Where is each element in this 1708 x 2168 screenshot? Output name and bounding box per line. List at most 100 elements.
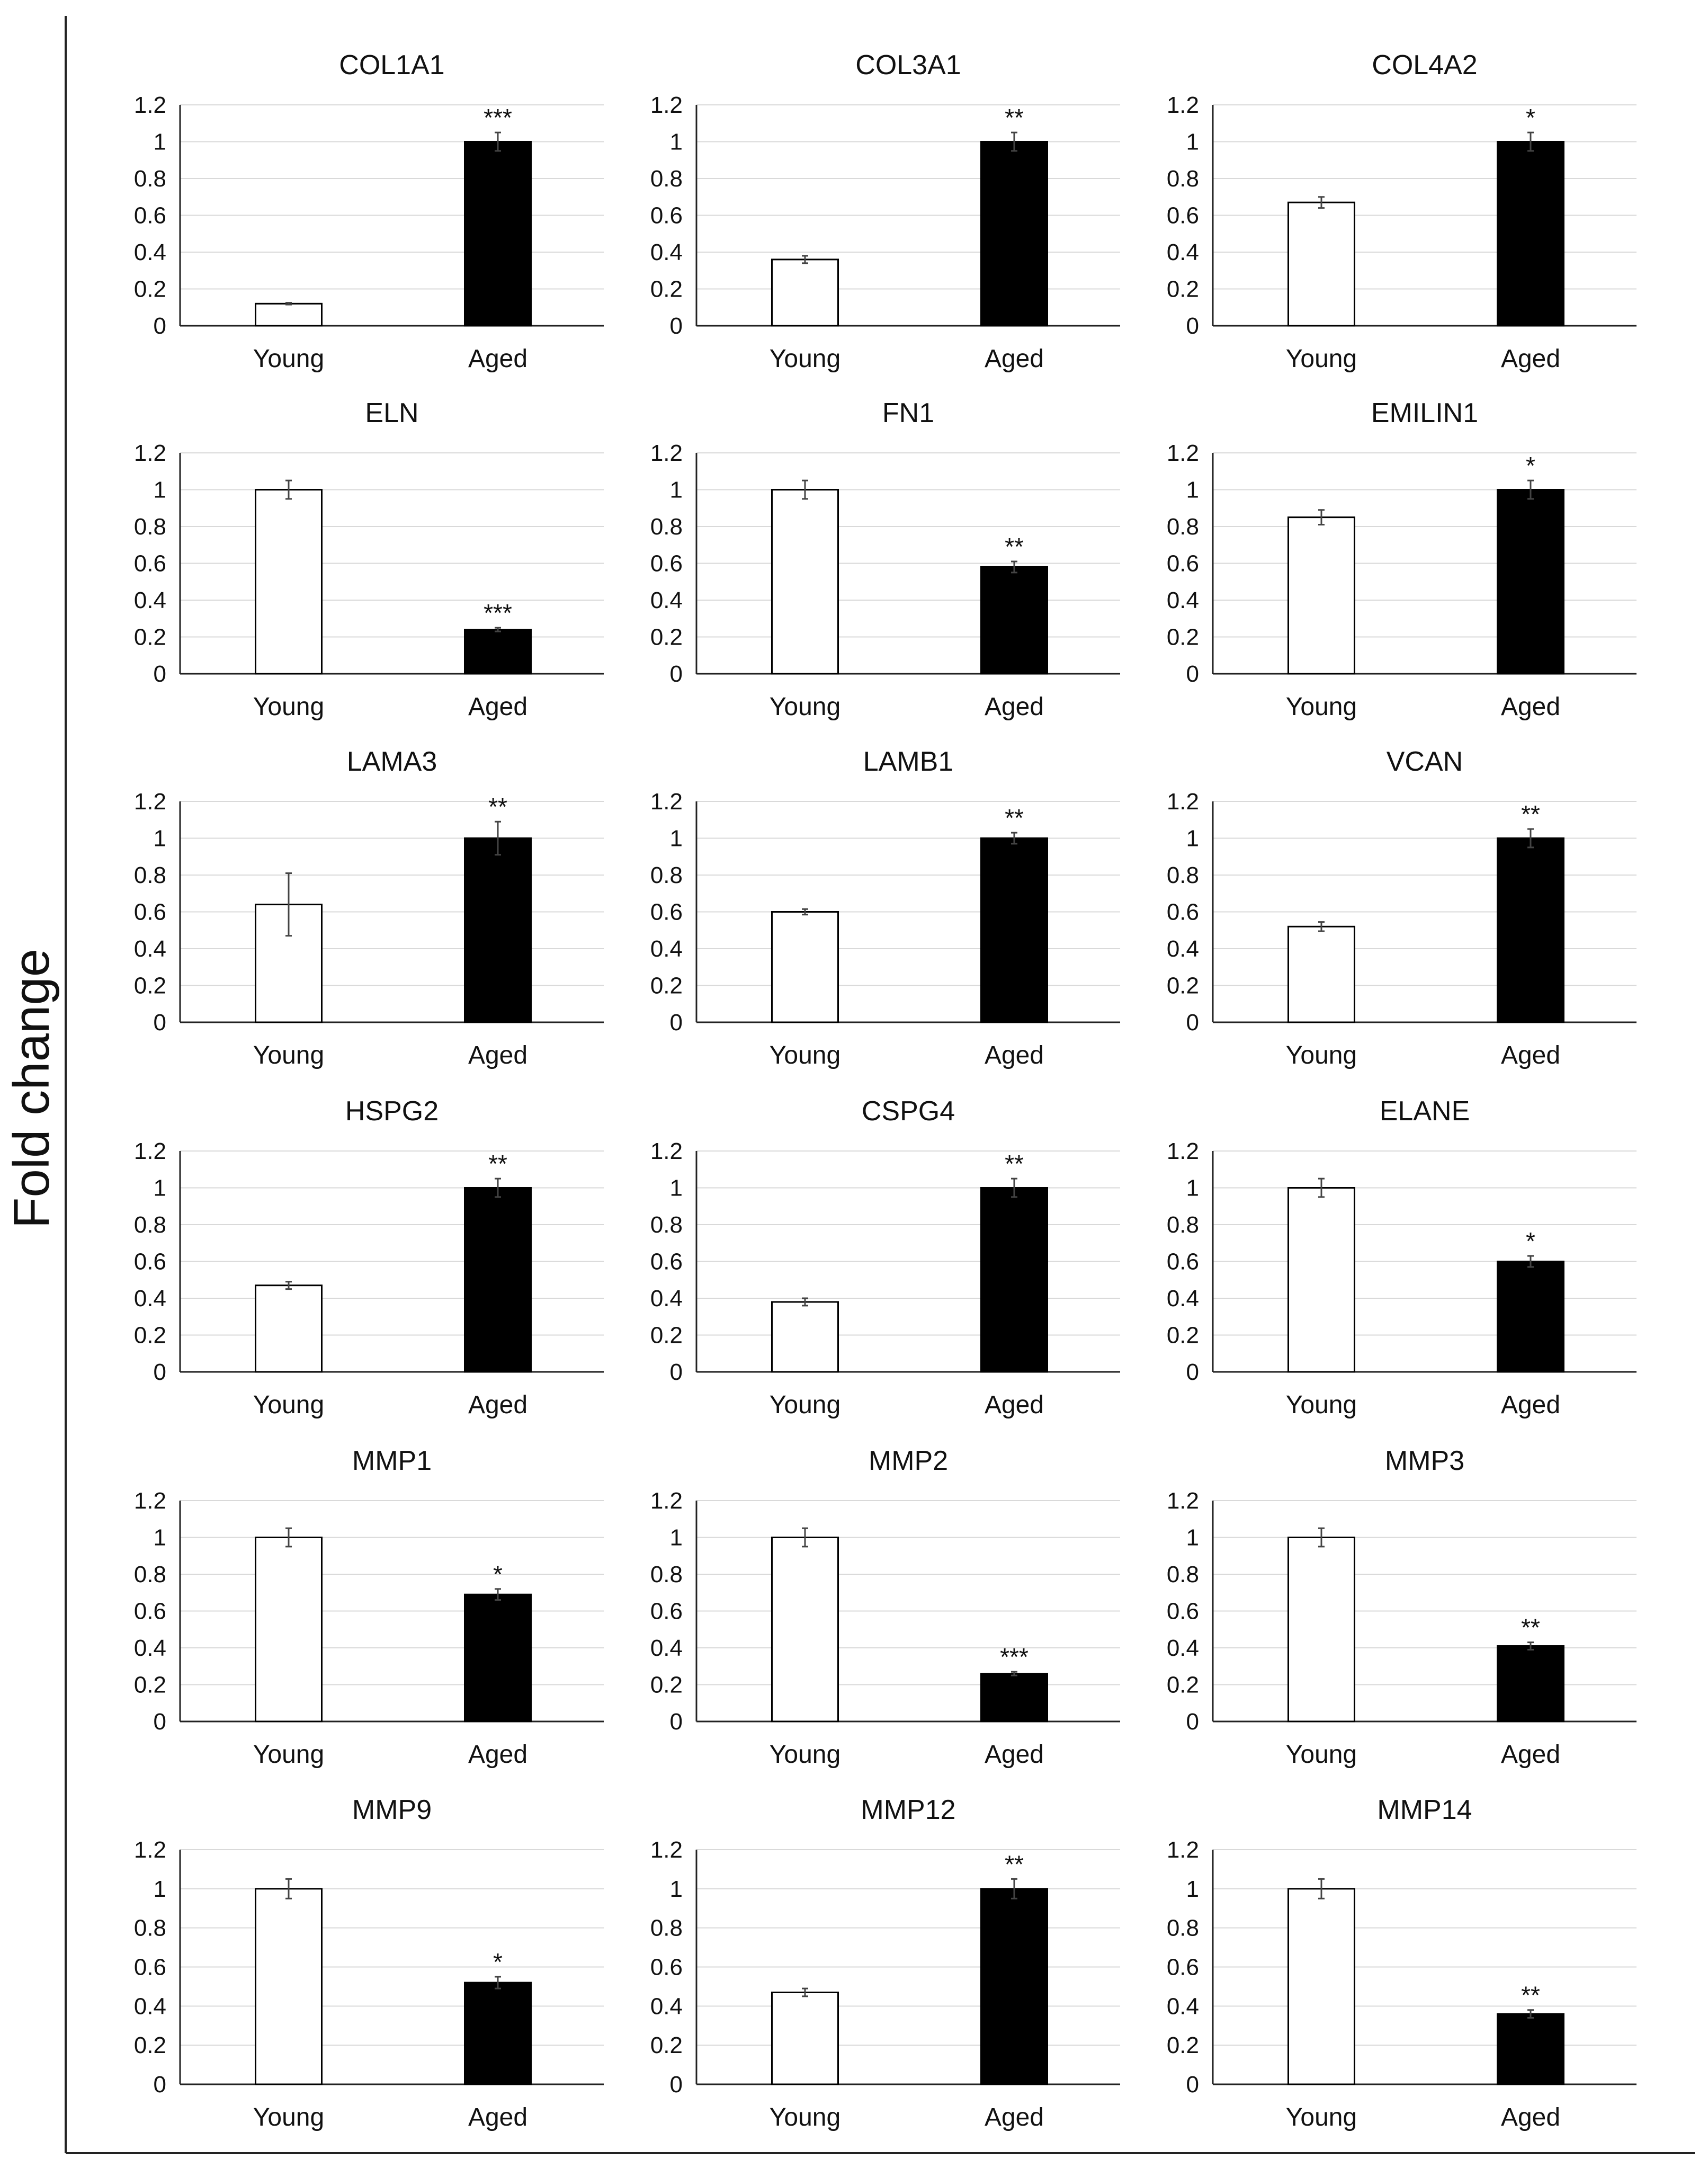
y-tick-label: 0.2	[650, 2032, 683, 2058]
x-category-label: Aged	[1501, 2103, 1560, 2131]
significance-marker: ***	[484, 104, 512, 131]
x-category-label: Young	[253, 1041, 324, 1069]
y-tick-label: 0.8	[650, 1212, 683, 1238]
y-tick-label: 0.2	[650, 624, 683, 650]
y-tick-label: 0.4	[1167, 1286, 1199, 1311]
chart-title: CSPG4	[862, 1096, 955, 1127]
y-tick-label: 0.4	[1167, 1635, 1199, 1661]
y-tick-label: 0.8	[1167, 514, 1199, 540]
y-tick-label: 0.8	[650, 166, 683, 192]
chart-vcan: VCAN 0 0.2 0.4 0.6 0.8 1 1.2 Young ** Aged	[1167, 746, 1637, 1069]
y-tick-label: 0	[670, 1359, 683, 1385]
y-tick-label: 0.8	[134, 1915, 166, 1941]
y-tick-label: 0.4	[1167, 239, 1199, 265]
y-tick-label: 0.4	[650, 936, 683, 962]
y-tick-label: 0.6	[134, 1599, 166, 1625]
bar-young	[1287, 1537, 1355, 1723]
y-tick-label: 0.6	[1167, 1249, 1199, 1275]
y-tick-label: 1.2	[650, 1138, 683, 1164]
y-tick-label: 1.2	[650, 440, 683, 466]
x-category-label: Aged	[468, 1391, 527, 1419]
x-category-label: Aged	[468, 2103, 527, 2131]
x-category-label: Aged	[985, 693, 1044, 721]
chart-col3a1: COL3A1 0 0.2 0.4 0.6 0.8 1 1.2 Young ** Aged	[650, 50, 1120, 373]
y-tick-label: 0	[154, 313, 166, 339]
x-category-label: Aged	[468, 693, 527, 721]
significance-marker: **	[1005, 804, 1024, 832]
bar-aged	[980, 837, 1048, 1023]
x-category-label: Aged	[468, 1041, 527, 1069]
bar-aged	[1497, 489, 1564, 675]
significance-marker: ***	[1000, 1643, 1029, 1671]
bar-young	[1287, 1187, 1355, 1373]
bar-young	[255, 1284, 323, 1373]
chart-title: EMILIN1	[1371, 398, 1478, 429]
y-tick-label: 0.6	[134, 1955, 166, 1980]
bar-aged	[464, 141, 532, 327]
bar-young	[1287, 1888, 1355, 2085]
chart-title: COL1A1	[339, 50, 444, 81]
y-tick-label: 1	[154, 1175, 166, 1201]
x-category-label: Young	[770, 693, 840, 721]
y-tick-label: 0.4	[650, 239, 683, 265]
chart-title: MMP9	[352, 1795, 432, 1825]
bar-aged	[464, 1982, 532, 2085]
y-tick-label: 0	[1186, 1709, 1199, 1735]
x-category-label: Young	[253, 1741, 324, 1769]
y-tick-label: 0.4	[134, 1635, 166, 1661]
y-tick-label: 0	[670, 2072, 683, 2098]
y-tick-label: 1.2	[134, 1488, 166, 1514]
significance-marker: **	[1005, 104, 1024, 131]
bar-aged	[980, 566, 1048, 675]
y-tick-label: 0.2	[134, 973, 166, 999]
y-tick-label: 0.4	[134, 1993, 166, 2019]
y-tick-label: 1	[670, 477, 683, 503]
bar-young	[771, 911, 839, 1023]
y-tick-label: 0.6	[650, 1599, 683, 1625]
chart-mmp14: MMP14 0 0.2 0.4 0.6 0.8 1 1.2 Young ** Aged	[1167, 1795, 1637, 2131]
bar-aged	[980, 141, 1048, 327]
y-tick-label: 1.2	[1167, 92, 1199, 118]
y-tick-label: 1	[670, 129, 683, 155]
y-tick-label: 0.6	[134, 203, 166, 229]
y-tick-label: 1	[1186, 1525, 1199, 1551]
y-tick-label: 1.2	[1167, 1488, 1199, 1514]
significance-marker: **	[1005, 1150, 1024, 1177]
x-category-label: Young	[1286, 2103, 1357, 2131]
y-tick-label: 0.6	[650, 1249, 683, 1275]
y-tick-label: 1	[1186, 477, 1199, 503]
y-tick-label: 1	[670, 1876, 683, 1902]
bar-aged	[464, 1593, 532, 1723]
y-tick-label: 1	[1186, 1175, 1199, 1201]
y-tick-label: 0.6	[134, 551, 166, 577]
y-tick-label: 0.8	[650, 1562, 683, 1587]
y-tick-label: 1.2	[1167, 1138, 1199, 1164]
bar-aged	[1497, 2013, 1564, 2085]
significance-marker: ***	[484, 599, 512, 627]
significance-marker: **	[1005, 533, 1024, 560]
significance-marker: **	[488, 793, 507, 820]
y-tick-label: 1.2	[134, 92, 166, 118]
y-tick-label: 0	[154, 1010, 166, 1036]
y-tick-label: 0	[1186, 1359, 1199, 1385]
y-tick-label: 0.6	[1167, 899, 1199, 925]
x-category-label: Young	[253, 1391, 324, 1419]
chart-mmp3: MMP3 0 0.2 0.4 0.6 0.8 1 1.2 Young ** Aged	[1167, 1446, 1637, 1769]
significance-marker: *	[493, 1948, 503, 1976]
x-category-label: Young	[1286, 1041, 1357, 1069]
y-tick-label: 0.2	[1167, 624, 1199, 650]
y-tick-label: 1	[670, 1175, 683, 1201]
x-category-label: Young	[1286, 1391, 1357, 1419]
y-tick-label: 1	[154, 1525, 166, 1551]
bar-young	[771, 1991, 839, 2085]
y-tick-label: 0.8	[1167, 1915, 1199, 1941]
y-tick-label: 0.2	[134, 624, 166, 650]
chart-col4a2: COL4A2 0 0.2 0.4 0.6 0.8 1 1.2 Young * Aged	[1167, 50, 1637, 373]
significance-marker: *	[1526, 104, 1535, 131]
y-tick-label: 0.6	[650, 1955, 683, 1980]
y-tick-label: 0.2	[650, 973, 683, 999]
y-tick-label: 0	[670, 1709, 683, 1735]
x-category-label: Aged	[985, 2103, 1044, 2131]
y-tick-label: 0.8	[134, 1562, 166, 1587]
y-tick-label: 0	[670, 661, 683, 687]
